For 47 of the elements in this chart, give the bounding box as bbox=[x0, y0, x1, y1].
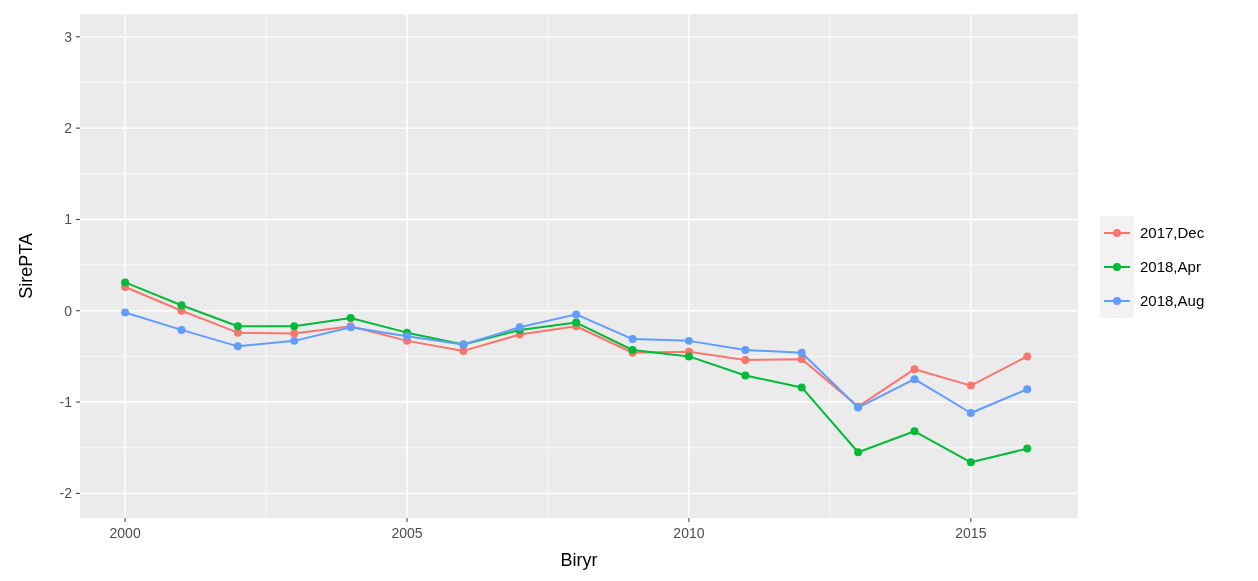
point bbox=[290, 322, 299, 331]
point bbox=[966, 458, 975, 467]
point bbox=[233, 342, 242, 351]
point bbox=[628, 335, 637, 344]
point bbox=[966, 409, 975, 417]
point bbox=[572, 318, 581, 327]
legend-label: 2018,Aug bbox=[1140, 292, 1205, 310]
point bbox=[346, 314, 355, 323]
x-tick-label: 2005 bbox=[391, 525, 423, 541]
y-tick-label: 2 bbox=[64, 120, 73, 137]
point bbox=[290, 329, 299, 338]
point bbox=[1023, 385, 1032, 394]
x-tick-label: 2010 bbox=[673, 525, 705, 541]
point bbox=[177, 301, 186, 310]
point bbox=[910, 375, 919, 384]
y-tick-label: 3 bbox=[64, 28, 73, 45]
y-tick-label: -1 bbox=[59, 393, 73, 410]
x-tick-label: 2000 bbox=[109, 525, 141, 541]
point bbox=[741, 346, 750, 354]
point bbox=[684, 336, 693, 345]
point bbox=[910, 365, 919, 374]
y-tick-label: 1 bbox=[64, 211, 73, 228]
point bbox=[797, 348, 806, 357]
y-axis-title: SirePTA bbox=[16, 233, 36, 299]
point bbox=[177, 325, 186, 334]
point bbox=[966, 381, 975, 390]
point bbox=[121, 308, 130, 317]
point bbox=[290, 336, 299, 345]
point bbox=[910, 427, 919, 436]
point bbox=[741, 371, 750, 380]
point bbox=[233, 322, 242, 331]
point bbox=[121, 278, 130, 287]
x-tick-label: 2015 bbox=[955, 525, 987, 541]
point bbox=[854, 448, 863, 457]
point bbox=[572, 310, 581, 319]
legend-label: 2017,Dec bbox=[1140, 224, 1205, 242]
point bbox=[1023, 352, 1032, 361]
x-axis-title: Biryr bbox=[560, 550, 598, 570]
point bbox=[1023, 444, 1032, 453]
y-tick-label: -2 bbox=[59, 485, 73, 502]
point bbox=[233, 328, 242, 337]
y-tick-label: 0 bbox=[64, 302, 73, 319]
point bbox=[797, 383, 806, 392]
point bbox=[403, 332, 412, 341]
point bbox=[741, 356, 750, 365]
point bbox=[684, 352, 693, 361]
legend-label: 2018,Apr bbox=[1140, 258, 1201, 276]
